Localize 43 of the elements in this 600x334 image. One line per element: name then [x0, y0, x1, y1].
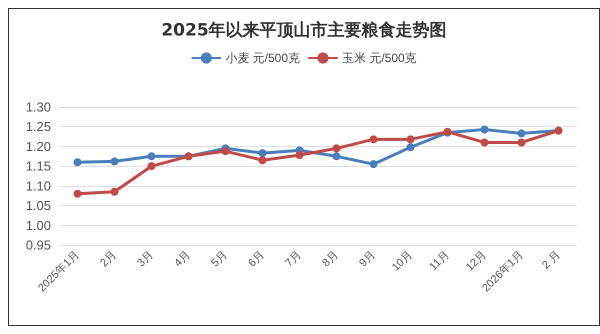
point [222, 147, 230, 156]
y-tick-label: 1.20 [26, 138, 51, 154]
y-tick-label: 1.05 [26, 198, 51, 214]
legend-label: 小麦 元/500克 [225, 51, 300, 65]
x-tick-label: 8月 [320, 248, 341, 270]
point [110, 188, 118, 196]
x-tick-label: 2 月 [540, 248, 563, 272]
y-tick-label: 1.00 [26, 218, 51, 233]
point [296, 151, 304, 160]
x-tick-label: 2月 [98, 248, 119, 270]
point [258, 149, 266, 158]
point [332, 152, 340, 160]
x-tick-label: 7月 [283, 248, 304, 270]
x-tick-label: 10月 [390, 248, 415, 274]
point [332, 144, 340, 152]
y-tick-label: 0.95 [26, 238, 51, 252]
point [518, 138, 526, 146]
point [74, 190, 82, 198]
y-tick-label: 1.25 [26, 119, 51, 134]
x-tick-label: 3月 [135, 248, 156, 270]
point [370, 160, 378, 168]
x-tick-label: 4月 [172, 248, 193, 270]
point [518, 129, 526, 138]
point [148, 162, 156, 170]
point [74, 158, 82, 166]
y-tick-label: 1.15 [26, 158, 51, 174]
point [406, 143, 414, 152]
x-tick-label: 12月 [464, 248, 489, 274]
x-tick-label: 9月 [357, 248, 378, 270]
point [110, 157, 118, 166]
point [148, 152, 156, 160]
x-tick-label: 6月 [246, 248, 267, 270]
y-tick-label: 1.10 [26, 178, 51, 194]
point [370, 135, 378, 144]
x-tick-label: 5月 [209, 248, 230, 270]
point [480, 138, 488, 146]
legend-label: 玉米 元/500克 [342, 51, 417, 65]
point [406, 135, 414, 144]
point [480, 125, 488, 134]
point [258, 156, 266, 164]
chart-title: 2025年以来平顶山市主要粮食走势图 [161, 20, 447, 40]
x-tick-label: 11月 [427, 248, 452, 274]
y-tick-label: 1.30 [26, 100, 51, 114]
